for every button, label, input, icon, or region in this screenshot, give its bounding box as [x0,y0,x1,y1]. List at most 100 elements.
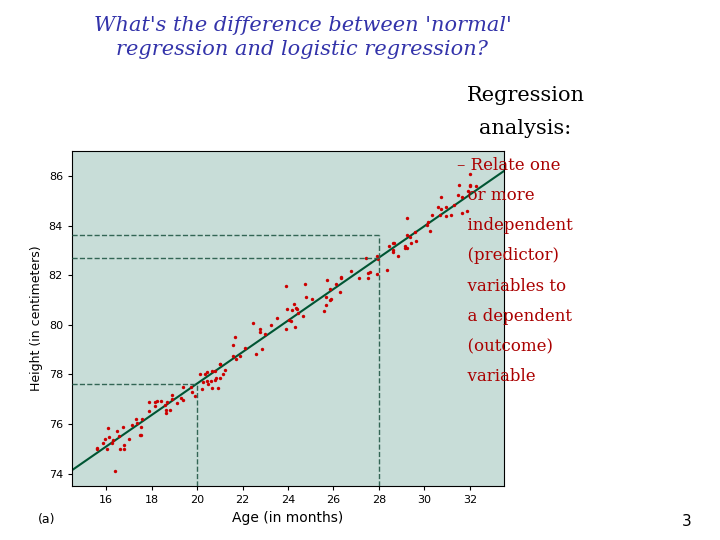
Point [159,401,171,409]
Point [205,376,217,385]
X-axis label: Age (in months): Age (in months) [233,511,343,524]
Point [136,415,148,423]
Point [161,408,172,417]
Point [185,383,197,391]
Point [461,207,472,215]
Point [189,392,201,401]
Point [462,187,474,195]
Point [199,370,210,379]
Text: a dependent: a dependent [457,308,572,325]
Text: variables to: variables to [457,278,567,294]
Point [464,181,475,190]
Point [161,398,173,407]
Point [251,350,262,359]
Point [464,170,475,178]
Point [177,382,189,391]
Point [287,305,298,314]
Point [135,431,147,440]
Point [166,390,177,399]
Point [363,274,374,282]
Point [217,370,228,379]
Point [151,397,163,406]
Point [387,246,399,254]
Point [292,309,303,318]
Point [325,296,336,305]
Point [175,394,186,402]
Point [271,314,283,322]
Y-axis label: Height (in centimeters): Height (in centimeters) [30,246,43,392]
Point [109,467,120,476]
Point [134,431,145,440]
Point [130,415,142,424]
Point [426,211,437,219]
Point [119,445,130,454]
Point [101,444,112,453]
Point [265,320,276,329]
Point [362,269,374,278]
Point [424,227,436,235]
Point [306,295,318,303]
Point [186,387,198,396]
Point [114,444,126,453]
Point [289,323,301,332]
Point [436,204,447,213]
Point [320,292,332,301]
Point [215,374,226,382]
Point [371,269,382,278]
Text: Regression: Regression [467,86,585,105]
Point [330,280,341,288]
Point [117,422,129,431]
Point [135,422,147,431]
Point [372,254,384,263]
Point [197,385,208,394]
Point [441,202,452,211]
Point [228,352,239,361]
Point [334,287,346,296]
Point [248,319,259,327]
Point [102,423,114,432]
Text: – Relate one: – Relate one [457,157,561,173]
Point [202,368,213,376]
Point [335,273,346,281]
Point [234,352,246,360]
Point [194,370,205,379]
Text: 3: 3 [681,514,691,529]
Point [214,360,225,368]
Point [422,221,433,230]
Point [143,398,154,407]
Point [118,440,130,449]
Point [320,301,332,309]
Point [456,193,468,201]
Point [165,406,176,414]
Point [280,325,292,333]
Point [454,181,465,190]
Point [155,397,166,406]
Point [210,366,221,375]
Text: (outcome): (outcome) [457,338,553,355]
Point [230,355,242,364]
Point [456,208,467,217]
Point [197,377,209,386]
Point [220,366,231,375]
Point [259,330,271,339]
Point [160,406,171,414]
Point [345,267,356,275]
Point [99,434,110,443]
Point [324,285,336,294]
Text: (a): (a) [37,513,55,526]
Point [215,360,226,368]
Point [440,212,451,220]
Point [409,228,420,237]
Point [166,395,178,403]
Point [212,384,223,393]
Text: or more: or more [457,187,535,204]
Point [445,211,456,219]
Point [354,273,365,282]
Point [282,305,293,314]
Point [283,316,294,325]
Point [297,312,309,321]
Point [300,293,312,301]
Point [230,333,241,341]
Point [254,328,266,336]
Point [171,399,183,407]
